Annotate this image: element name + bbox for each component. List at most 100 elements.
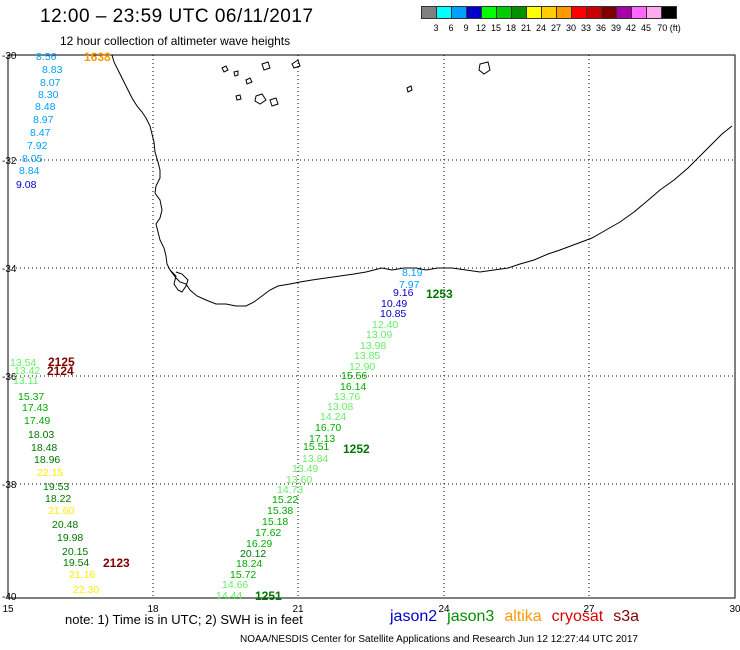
wave-height-value: 10.85 — [380, 308, 406, 320]
map-title: 12:00 – 23:59 UTC 06/11/2017 — [40, 6, 314, 27]
legend-label: 70 (ft) — [657, 23, 681, 33]
wave-observations: 8.568.838.078.308.488.978.477.928.058.84… — [10, 51, 423, 602]
wave-height-value: 17.49 — [24, 415, 50, 427]
wave-height-value: 15.72 — [230, 569, 256, 581]
legend-label: 45 — [640, 23, 652, 33]
wave-height-value: 15.56 — [341, 370, 367, 382]
pass-time-label: 2124 — [47, 364, 74, 378]
latitude-label: -38 — [2, 480, 17, 491]
legend-label: 39 — [610, 23, 622, 33]
coastline — [111, 54, 733, 307]
wave-height-value: 13.08 — [327, 401, 353, 413]
wave-height-value: 21.16 — [69, 569, 95, 581]
wave-height-value: 16.29 — [246, 538, 272, 550]
cape-peninsula — [169, 269, 189, 293]
wave-height-value: 8.30 — [38, 89, 59, 101]
latitude-label: -32 — [2, 156, 17, 167]
satellite-name: cryosat — [551, 608, 604, 625]
wave-height-value: 8.97 — [33, 114, 54, 126]
wave-height-value: 14.44 — [216, 590, 242, 602]
wave-height-value: 9.16 — [393, 287, 414, 299]
wave-height-value: 20.12 — [240, 548, 266, 560]
legend-label: 36 — [595, 23, 607, 33]
legend-swatches — [421, 6, 677, 19]
pass-time-label: 1638 — [84, 50, 111, 64]
satellite-name: s3a — [613, 608, 640, 625]
wave-height-value: 14.73 — [277, 484, 303, 496]
legend-labels: 3 6 9 12 15 18 21 24 27 30 33 36 39 42 45 70 (ft) — [421, 23, 740, 37]
legend-swatch — [661, 6, 677, 19]
wave-height-value: 12.90 — [349, 361, 375, 373]
satellite-name: jason3 — [447, 608, 495, 625]
legend-label: 18 — [505, 23, 517, 33]
wave-height-value: 13.85 — [354, 350, 380, 362]
longitude-labels: 15 18 21 24 27 30 — [2, 604, 740, 615]
wave-height-value: 13.84 — [302, 453, 328, 465]
wave-height-value: 7.97 — [399, 279, 420, 291]
wave-height-value: 14.66 — [222, 579, 248, 591]
pass-time-label: 2123 — [103, 556, 130, 570]
satellite-legend: jason2 jason3 altika cryosat s3a — [390, 608, 649, 626]
wave-height-value: 15.37 — [18, 391, 44, 403]
pass-time-label: 2125 — [48, 355, 75, 369]
wave-height-value: 7.92 — [27, 140, 48, 152]
wave-height-value: 18.22 — [45, 493, 71, 505]
pass-time-label: 1252 — [343, 442, 370, 456]
latitude-label: -36 — [2, 372, 17, 383]
legend-label: 27 — [550, 23, 562, 33]
legend-label: 42 — [625, 23, 637, 33]
footer-note: note: 1) Time is in UTC; 2) SWH is in fe… — [65, 612, 303, 627]
legend-label: 6 — [448, 23, 454, 33]
legend-label: 9 — [463, 23, 469, 33]
wave-height-value: 18.48 — [31, 442, 57, 454]
wave-height-value: 17.13 — [309, 433, 335, 445]
wave-height-value: 16.14 — [340, 381, 366, 393]
legend-label: 24 — [535, 23, 547, 33]
legend-label: 21 — [520, 23, 532, 33]
latitude-label: -30 — [2, 51, 17, 62]
longitude-label: 24 — [438, 604, 450, 615]
wave-height-value: 8.48 — [35, 101, 56, 113]
color-legend: 3 6 9 12 15 18 21 24 27 30 33 36 39 42 45 70 (ft) — [421, 6, 681, 33]
wave-height-value: 15.22 — [272, 494, 298, 506]
wave-height-value: 18.96 — [34, 454, 60, 466]
satellite-name: jason2 — [390, 608, 438, 625]
wave-height-value: 8.84 — [19, 165, 40, 177]
wave-height-value: 8.07 — [40, 77, 61, 89]
wave-height-value: 20.15 — [62, 546, 88, 558]
wave-height-value: 22.30 — [73, 584, 99, 596]
wave-height-value: 8.56 — [36, 51, 57, 63]
wave-height-value: 13.49 — [292, 463, 318, 475]
wave-height-value: 22.15 — [37, 467, 63, 479]
legend-label: 12 — [475, 23, 487, 33]
wave-height-value: 14.24 — [320, 411, 346, 423]
wave-height-value: 19.54 — [63, 557, 89, 569]
islands — [221, 59, 491, 107]
wave-height-value: 10.49 — [381, 298, 407, 310]
map-subtitle: 12 hour collection of altimeter wave hei… — [60, 34, 291, 48]
wave-height-value: 18.03 — [28, 429, 54, 441]
wave-height-value: 13.54 — [10, 357, 36, 369]
wave-height-value: 13.98 — [360, 340, 386, 352]
legend-label: 15 — [490, 23, 502, 33]
wave-height-value: 15.18 — [262, 516, 288, 528]
wave-height-value: 20.48 — [52, 519, 78, 531]
wave-height-value: 21.60 — [48, 505, 74, 517]
latitude-label: -40 — [2, 592, 17, 603]
wave-height-value: 17.62 — [255, 527, 281, 539]
legend-label: 33 — [580, 23, 592, 33]
longitude-label: 21 — [292, 604, 304, 615]
graticule — [8, 55, 735, 598]
latitude-label: -34 — [2, 264, 17, 275]
wave-height-value: 13.09 — [366, 329, 392, 341]
wave-height-value: 8.83 — [42, 64, 63, 76]
longitude-label: 15 — [2, 604, 14, 615]
satellite-name: altika — [504, 608, 542, 625]
wave-height-value: 8.05 — [22, 153, 43, 165]
wave-height-value: 18.24 — [236, 558, 262, 570]
wave-height-value: 17.43 — [22, 402, 48, 414]
wave-height-value: 13.60 — [286, 474, 312, 486]
wave-height-value: 13.76 — [334, 391, 360, 403]
